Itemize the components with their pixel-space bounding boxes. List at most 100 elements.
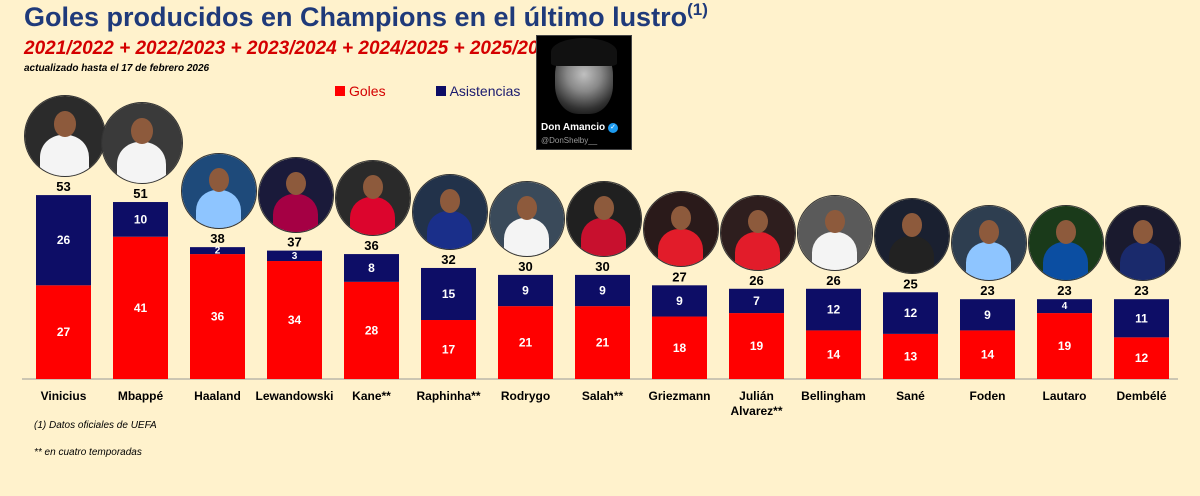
brand-hair-shape — [551, 38, 617, 66]
player-head-shape — [208, 168, 229, 192]
player-photo-icon — [411, 173, 488, 250]
player-head-shape — [824, 209, 845, 234]
data-label-asistencias: 9 — [522, 284, 529, 298]
player-kit-shape — [426, 211, 473, 249]
data-label-total: 38 — [210, 231, 224, 246]
player-photo-icon — [873, 198, 950, 275]
data-label-asistencias: 12 — [827, 303, 841, 317]
player-head-shape — [131, 118, 153, 144]
bar-asistencias — [575, 274, 630, 307]
player-kit-shape — [272, 193, 319, 232]
x-tick-label: Lewandowski — [255, 389, 333, 403]
data-label-asistencias: 2 — [215, 246, 221, 257]
data-label-asistencias: 11 — [1135, 311, 1148, 325]
data-label-asistencias: 10 — [134, 212, 148, 226]
data-label-total: 36 — [364, 238, 378, 253]
bar-asistencias — [883, 292, 938, 334]
legend: Goles Asistencias — [335, 83, 520, 99]
x-tick-label: Dembélé — [1116, 389, 1166, 403]
player-photo-icon — [257, 156, 334, 233]
chart-title: Goles producidos en Champions en el últi… — [24, 0, 708, 32]
player-head-shape — [978, 220, 999, 244]
legend-swatch-goles — [335, 86, 345, 96]
player-head-shape — [362, 175, 383, 199]
bar-asistencias — [729, 288, 784, 314]
legend-swatch-asistencias — [435, 86, 446, 96]
player-photo-icon — [100, 102, 183, 185]
x-tick-label: Julián — [739, 389, 774, 403]
x-tick-label: Vinicius — [41, 389, 87, 403]
bar-goles — [652, 316, 707, 379]
bar-goles — [806, 330, 861, 379]
bar-asistencias — [113, 202, 168, 237]
x-tick-label: Rodrygo — [501, 389, 550, 403]
player-kit-shape — [1119, 242, 1166, 281]
x-tick-label: Lautaro — [1042, 389, 1086, 403]
player-kit-shape — [965, 242, 1012, 281]
player-photo-icon — [950, 205, 1027, 282]
x-tick-label: Haaland — [194, 389, 241, 403]
bar-asistencias — [498, 274, 553, 307]
data-label-goles: 12 — [1135, 351, 1149, 365]
bar-asistencias — [1037, 299, 1092, 314]
data-label-goles: 14 — [827, 348, 841, 362]
data-label-goles: 34 — [288, 313, 302, 327]
player-photo-icon — [719, 194, 796, 271]
player-kit-shape — [888, 235, 935, 274]
player-photo-icon — [488, 180, 565, 257]
data-label-total: 25 — [903, 276, 917, 291]
player-kit-shape — [657, 228, 704, 267]
bar-asistencias — [960, 299, 1015, 331]
data-label-asistencias: 12 — [904, 306, 918, 320]
bar-goles — [960, 330, 1015, 379]
player-photo-icon — [334, 160, 411, 237]
player-head-shape — [901, 213, 922, 237]
bar-asistencias — [806, 288, 861, 331]
data-label-goles: 28 — [365, 323, 379, 337]
bar-goles — [729, 313, 784, 379]
player-photo-icon — [796, 194, 873, 271]
data-label-total: 27 — [672, 269, 686, 284]
data-label-asistencias: 3 — [292, 251, 298, 262]
data-label-total: 23 — [1134, 283, 1148, 298]
data-label-total: 23 — [1057, 283, 1071, 298]
data-label-asistencias: 15 — [442, 287, 456, 301]
bar-asistencias — [1114, 299, 1169, 338]
player-kit-shape — [195, 190, 242, 229]
bar-goles — [190, 254, 245, 379]
bar-goles — [1037, 313, 1092, 379]
title-footnote-marker: (1) — [687, 0, 708, 19]
player-head-shape — [1055, 220, 1076, 244]
data-label-goles: 19 — [750, 339, 764, 353]
player-head-shape — [1132, 220, 1153, 244]
data-label-goles: 17 — [442, 343, 456, 357]
data-label-goles: 27 — [57, 325, 71, 339]
data-label-goles: 41 — [134, 301, 148, 315]
bar-asistencias — [344, 254, 399, 282]
bar-goles — [575, 306, 630, 379]
data-label-total: 37 — [287, 235, 301, 250]
x-tick-label: Bellingham — [801, 389, 866, 403]
data-label-asistencias: 9 — [676, 294, 683, 308]
data-label-total: 26 — [749, 273, 763, 288]
x-tick-label: Foden — [970, 389, 1006, 403]
player-kit-shape — [503, 218, 550, 256]
verified-icon: ✓ — [608, 122, 619, 133]
data-label-total: 53 — [56, 179, 70, 194]
update-note: actualizado hasta el 17 de febrero 2026 — [24, 63, 210, 74]
bar-goles — [113, 236, 168, 379]
data-label-asistencias: 8 — [368, 261, 375, 275]
bar-goles — [498, 306, 553, 379]
bar-goles — [1114, 337, 1169, 379]
bar-asistencias — [267, 250, 322, 262]
bar-goles — [267, 261, 322, 379]
player-photo-icon — [1027, 205, 1104, 282]
data-label-goles: 36 — [211, 310, 225, 324]
legend-item-asistencias: Asistencias — [435, 83, 520, 99]
player-head-shape — [670, 206, 691, 231]
player-photo-icon — [180, 153, 257, 230]
data-label-goles: 18 — [673, 341, 687, 355]
data-label-total: 32 — [441, 252, 455, 267]
bar-asistencias — [421, 267, 476, 321]
